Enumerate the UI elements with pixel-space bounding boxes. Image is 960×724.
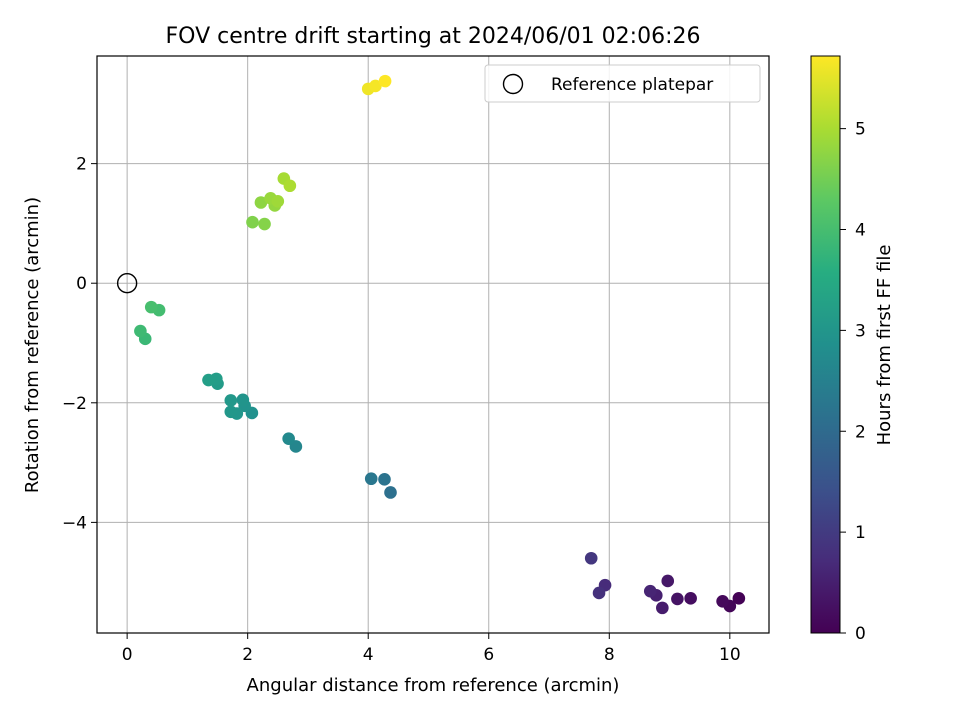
x-tick-label: 4 xyxy=(363,645,374,665)
x-axis-label: Angular distance from reference (arcmin) xyxy=(247,675,620,696)
colorbar-tick-label: 1 xyxy=(855,523,866,543)
colorbar-tick-label: 0 xyxy=(855,624,866,644)
data-points xyxy=(116,74,746,615)
data-point xyxy=(716,595,729,608)
colorbar-ticks: 0 1 2 3 4 5 xyxy=(840,120,866,644)
reference-platepar-marker xyxy=(116,273,138,294)
y-tick-label: 0 xyxy=(76,274,87,294)
colorbar-tick-label: 3 xyxy=(855,321,866,341)
colorbar-tick-label: 5 xyxy=(855,120,866,140)
data-point xyxy=(643,584,657,598)
legend-label-reference: Reference platepar xyxy=(551,75,713,95)
y-tick-label: 2 xyxy=(76,155,87,175)
y-axis-ticks: −4 −2 0 2 xyxy=(62,155,97,533)
chart-title: FOV centre drift starting at 2024/06/01 … xyxy=(166,24,701,49)
data-point xyxy=(378,74,392,88)
data-point xyxy=(364,472,378,486)
x-tick-label: 2 xyxy=(242,645,253,665)
colorbar-tick-label: 4 xyxy=(855,221,866,241)
data-point xyxy=(224,405,238,419)
data-point xyxy=(584,551,598,565)
y-tick-label: −4 xyxy=(62,513,87,533)
grid-lines xyxy=(97,56,769,633)
data-point xyxy=(378,473,391,486)
colorbar-label: Hours from first FF file xyxy=(874,245,895,446)
x-tick-label: 6 xyxy=(483,645,494,665)
colorbar-tick-label: 2 xyxy=(855,422,866,442)
data-point xyxy=(369,79,382,93)
data-point xyxy=(592,586,606,600)
data-point xyxy=(224,394,238,407)
data-point xyxy=(684,592,697,605)
data-point xyxy=(271,194,285,208)
colorbar-gradient xyxy=(810,55,841,634)
x-tick-label: 8 xyxy=(604,645,615,665)
legend-marker-hollow-circle xyxy=(502,73,524,95)
x-tick-label: 0 xyxy=(122,645,133,665)
data-point xyxy=(254,196,268,209)
data-point xyxy=(732,592,746,605)
data-point xyxy=(661,574,675,588)
data-point xyxy=(246,215,259,229)
data-point xyxy=(144,300,158,314)
data-point xyxy=(671,592,684,606)
data-point xyxy=(282,432,295,445)
data-point xyxy=(258,217,271,231)
plot-frame xyxy=(96,55,770,634)
legend: Reference platepar xyxy=(484,64,761,103)
data-point xyxy=(283,179,297,193)
data-point xyxy=(384,486,397,499)
x-axis-ticks: 0 2 4 6 8 10 xyxy=(122,633,741,665)
legend-box xyxy=(484,64,761,103)
data-point xyxy=(202,373,215,387)
colorbar: 0 1 2 3 4 5 Hours from first FF file xyxy=(810,55,895,644)
y-axis-label: Rotation from reference (arcmin) xyxy=(22,197,43,493)
data-point xyxy=(134,324,147,338)
x-tick-label: 10 xyxy=(719,645,741,665)
data-point xyxy=(656,601,669,615)
y-tick-label: −2 xyxy=(62,394,87,414)
data-point xyxy=(236,393,250,407)
